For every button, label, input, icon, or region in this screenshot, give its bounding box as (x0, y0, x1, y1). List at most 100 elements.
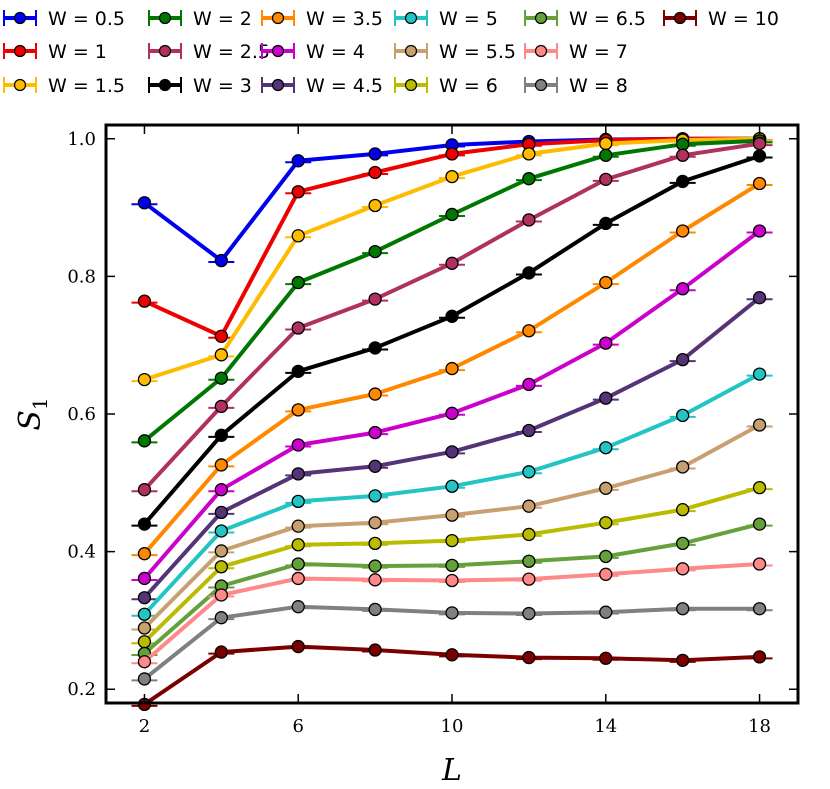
ticks-layer: 2 6 10 14 18 0.2 0.4 0.6 0.8 1.0 (67, 125, 798, 737)
legend-item: W = 1 (3, 41, 107, 63)
data-point (291, 185, 305, 199)
data-point (752, 650, 767, 664)
data-point (291, 229, 305, 243)
data-point (445, 508, 459, 522)
data-point (137, 607, 152, 621)
legend-item: W = 10 (663, 8, 779, 30)
data-point (752, 149, 767, 163)
y-tick-label: 0.6 (67, 404, 96, 425)
data-point (445, 207, 459, 222)
data-point (368, 387, 382, 401)
data-point (137, 294, 152, 308)
data-point (599, 275, 613, 290)
legend-item: W = 2.5 (148, 41, 270, 63)
data-point (214, 588, 228, 602)
legend-item: W = 3 (148, 75, 252, 97)
data-point (676, 137, 690, 151)
data-point (291, 639, 305, 654)
series-6 (131, 480, 773, 649)
series-3-5 (131, 176, 773, 561)
data-point (137, 635, 152, 649)
data-point (599, 516, 613, 530)
legend-label: W = 8 (569, 75, 628, 97)
y-tick-label: 0.4 (67, 542, 96, 563)
data-point (599, 481, 613, 495)
data-point (291, 557, 305, 571)
legend-label: W = 2 (193, 8, 252, 30)
data-point (522, 377, 536, 392)
data-point (599, 172, 613, 187)
x-tick-label: 2 (139, 716, 150, 737)
data-point (137, 672, 152, 686)
data-point (214, 611, 228, 625)
data-point (214, 505, 228, 520)
legend-item: W = 7 (524, 41, 628, 63)
data-point (368, 459, 382, 473)
x-tick-label: 6 (292, 716, 303, 737)
data-point (137, 571, 152, 586)
data-point (599, 567, 613, 581)
data-point (676, 224, 690, 238)
data-point (368, 516, 382, 530)
legend-marker (271, 11, 285, 25)
data-point (522, 527, 536, 542)
legend-label: W = 1 (48, 41, 107, 63)
x-axis-label: L (441, 753, 462, 788)
data-point (445, 479, 459, 493)
data-point (214, 329, 228, 343)
data-point (368, 559, 382, 573)
data-point (214, 253, 228, 268)
data-point (214, 544, 228, 558)
data-point (752, 176, 767, 191)
legend-marker (673, 11, 687, 25)
data-point (676, 460, 690, 474)
x-tick-label: 10 (441, 716, 464, 737)
legend-marker (534, 78, 548, 92)
data-point (522, 172, 536, 186)
data-point (522, 147, 536, 161)
data-point (368, 244, 382, 259)
legend-label: W = 5.5 (439, 41, 516, 63)
legend-marker (13, 44, 27, 58)
data-point (676, 408, 690, 423)
legend-label: W = 2.5 (193, 41, 270, 63)
legend-marker (404, 44, 418, 58)
y-axis-label: S1 (13, 397, 52, 430)
data-point (752, 557, 767, 571)
y-tick-label: 1.0 (67, 129, 96, 150)
legend-marker (13, 11, 27, 25)
data-point (291, 538, 305, 552)
data-point (599, 651, 613, 665)
data-point (368, 147, 382, 161)
data-point (445, 256, 459, 270)
data-point (752, 224, 767, 238)
series-3 (131, 149, 773, 531)
legend-label: W = 3 (193, 75, 252, 97)
legend-marker (271, 44, 285, 58)
data-point (676, 562, 690, 576)
series-6-5 (131, 517, 773, 661)
legend-label: W = 0.5 (48, 8, 125, 30)
legend-marker (158, 11, 172, 25)
data-point (214, 428, 228, 442)
data-point (752, 517, 767, 531)
data-point (368, 536, 382, 551)
data-point (522, 324, 536, 338)
data-point (676, 352, 690, 367)
data-point (676, 148, 690, 162)
legend-marker (158, 44, 172, 58)
legend: W = 0.5 W = 1 W = 1.5 W = 2 W = 2.5 W = 3 W = … (3, 8, 779, 97)
x-tick-label: 14 (594, 716, 617, 737)
data-point (445, 445, 459, 459)
data-point (214, 399, 228, 414)
data-point (214, 371, 228, 385)
data-point (599, 391, 613, 405)
legend-item: W = 4.5 (261, 75, 383, 97)
data-point (291, 275, 305, 290)
data-point (445, 406, 459, 420)
data-point (137, 547, 152, 561)
legend-item: W = 6.5 (524, 8, 646, 30)
data-point (214, 348, 228, 362)
legend-item: W = 3.5 (261, 8, 383, 30)
data-point (445, 533, 459, 548)
